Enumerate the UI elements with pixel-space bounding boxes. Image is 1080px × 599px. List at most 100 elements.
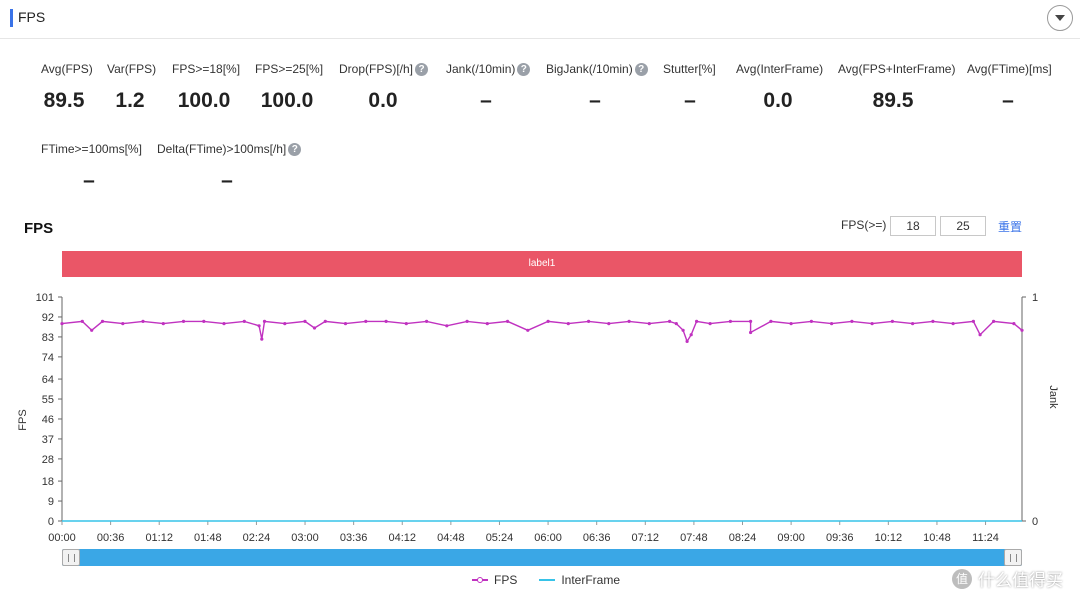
slider-handle-end[interactable] — [1004, 549, 1022, 566]
x-tick-label: 07:12 — [632, 532, 660, 544]
fps-point — [260, 337, 264, 341]
threshold-input-1[interactable] — [890, 216, 936, 236]
fps-point — [202, 319, 206, 323]
range-slider[interactable] — [62, 549, 1022, 566]
fps-point — [971, 319, 976, 323]
collapse-button[interactable] — [1047, 5, 1073, 31]
fps-point — [181, 319, 186, 323]
fps-point — [141, 319, 145, 323]
fps-point — [890, 319, 895, 323]
metric-value: – — [589, 89, 601, 112]
metric-label: FPS>=18[%] — [172, 62, 241, 76]
fps-point — [262, 319, 267, 323]
fps-point — [161, 322, 165, 326]
fps-point — [769, 319, 773, 323]
help-icon[interactable]: ? — [517, 62, 531, 76]
legend-item-fps[interactable]: FPS — [472, 573, 517, 587]
fps-point — [695, 319, 699, 323]
fps-point — [60, 322, 64, 326]
chart-title: FPS — [24, 220, 54, 237]
metric-label: Jank(/10min) — [446, 62, 516, 76]
chart-legend: FPS InterFrame — [472, 573, 642, 587]
help-icon[interactable]: ? — [288, 142, 302, 156]
metric-label: FPS>=25[%] — [255, 62, 324, 76]
x-tick-label: 03:36 — [340, 532, 368, 544]
x-tick-label: 00:36 — [97, 532, 125, 544]
fps-point — [465, 319, 469, 323]
x-tick-label: 01:12 — [145, 532, 173, 544]
metric-value: 1.2 — [115, 89, 145, 112]
fps-point — [1020, 328, 1024, 332]
y-tick-label: 64 — [42, 374, 54, 386]
y-axis-title: FPS — [17, 409, 29, 430]
legend-label: InterFrame — [561, 573, 621, 587]
metric-label: Delta(FTime)>100ms[/h] — [157, 142, 287, 156]
help-icon[interactable]: ? — [634, 62, 648, 76]
fps-point — [343, 322, 348, 326]
x-tick-label: 10:48 — [923, 532, 951, 544]
fps-point — [951, 322, 955, 326]
legend-item-interframe[interactable]: InterFrame — [539, 573, 620, 587]
fps-point — [526, 328, 530, 332]
slider-handle-start[interactable] — [62, 549, 80, 566]
metric-label: Avg(FPS) — [41, 62, 93, 76]
y-tick-label: 28 — [42, 454, 54, 466]
x-tick-label: 00:00 — [48, 532, 76, 544]
fps-point — [485, 322, 489, 326]
fps-point — [445, 324, 449, 328]
fps-point — [222, 322, 226, 326]
fps-point — [425, 319, 429, 323]
fps-point — [303, 319, 307, 323]
fps-point — [749, 319, 753, 323]
metric-label: Avg(InterFrame) — [736, 62, 824, 76]
panel-header: FPS — [0, 0, 1080, 39]
help-icon[interactable]: ? — [415, 62, 429, 76]
metric-value: 100.0 — [177, 89, 231, 112]
y-tick-label: 74 — [42, 352, 54, 364]
x-tick-label: 09:36 — [826, 532, 854, 544]
fps-point — [728, 319, 733, 323]
watermark-logo: 值什么值得买 — [952, 566, 1063, 591]
y2-axis-title: Jank — [1047, 385, 1059, 409]
fps-point — [566, 322, 570, 326]
x-tick-label: 06:00 — [534, 532, 562, 544]
metric-value: – — [480, 89, 492, 112]
y-tick-label: 55 — [42, 394, 54, 406]
panel-title: FPS — [18, 9, 46, 25]
fps-point — [870, 322, 874, 326]
reset-link[interactable]: 重置 — [998, 220, 1023, 234]
metric-value: 0.0 — [763, 89, 793, 112]
fps-point — [506, 319, 510, 323]
y2-tick-label: 1 — [1032, 292, 1038, 304]
threshold-input-2[interactable] — [940, 216, 986, 236]
x-tick-label: 09:00 — [777, 532, 805, 544]
fps-point — [647, 322, 651, 326]
fps-point — [668, 319, 672, 323]
slider-track[interactable] — [62, 549, 1022, 566]
y-tick-label: 83 — [42, 332, 54, 344]
x-tick-label: 04:12 — [388, 532, 416, 544]
fps-point — [257, 324, 261, 328]
legend-label: FPS — [494, 573, 518, 587]
metric-value: 89.5 — [872, 89, 914, 112]
fps-point — [364, 319, 368, 323]
fps-point — [830, 322, 834, 326]
fps-point — [242, 319, 246, 323]
x-tick-label: 07:48 — [680, 532, 708, 544]
metric-value: – — [684, 89, 696, 112]
metric-value: 100.0 — [260, 89, 314, 112]
metric-value: 0.0 — [368, 89, 398, 112]
x-tick-label: 08:24 — [729, 532, 757, 544]
label-band[interactable]: label1 — [62, 251, 1022, 277]
fps-point — [121, 322, 125, 326]
fps-point — [283, 322, 287, 326]
fps-point — [931, 319, 935, 323]
fps-point — [992, 319, 996, 323]
metric-label: BigJank(/10min) — [546, 62, 633, 76]
metric-value: – — [1002, 89, 1014, 112]
metric-label: FTime>=100ms[%] — [41, 142, 142, 156]
fps-point — [587, 319, 591, 323]
chevron-down-icon — [1055, 15, 1065, 21]
fps-point — [546, 319, 550, 323]
x-tick-label: 06:36 — [583, 532, 611, 544]
